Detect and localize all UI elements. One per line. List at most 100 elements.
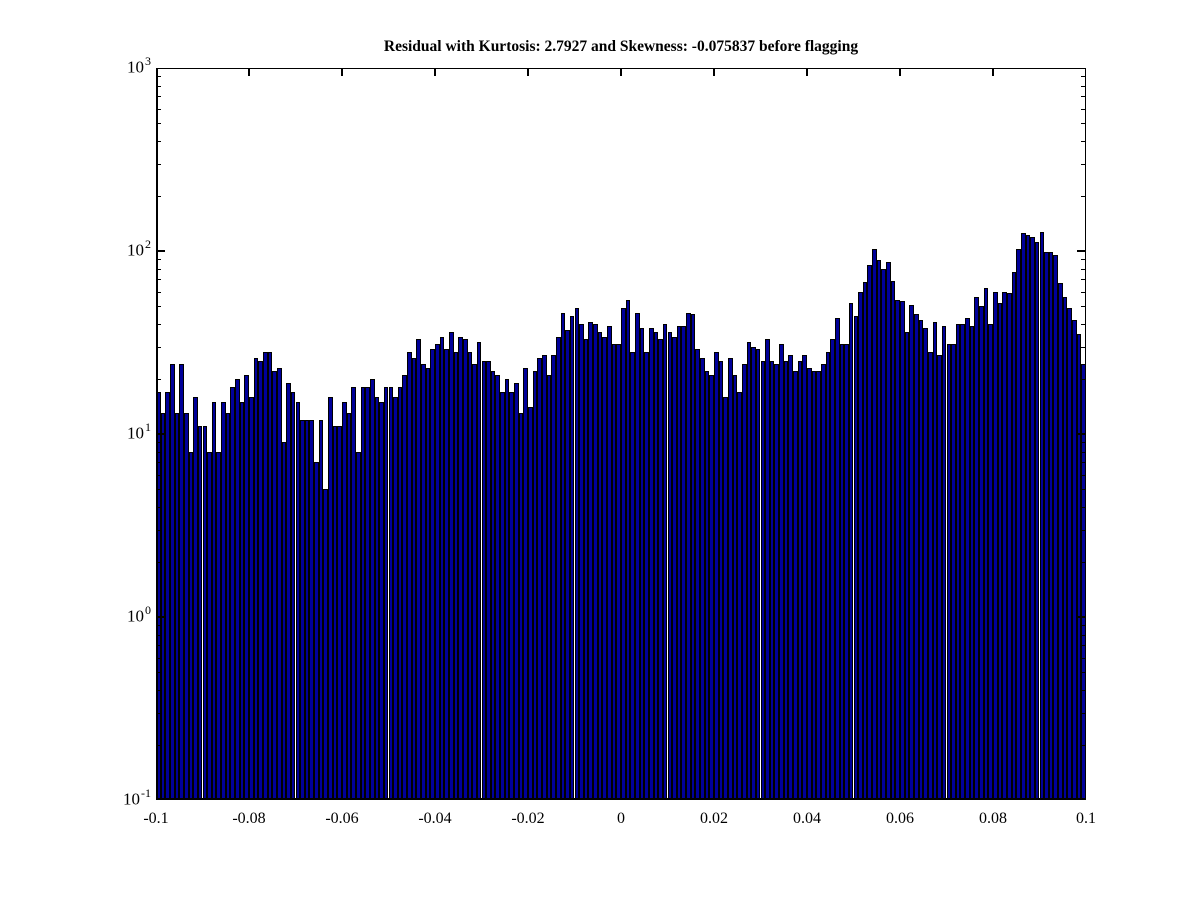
y-minor-tick <box>156 462 161 464</box>
histogram-bar <box>346 413 352 800</box>
histogram-bar <box>890 280 896 800</box>
histogram-bar <box>323 489 329 800</box>
x-top-tick <box>341 68 343 76</box>
histogram-bar <box>393 396 398 800</box>
y-label-exponent: 2 <box>145 237 151 251</box>
histogram-bar <box>532 371 538 800</box>
y-minor-tick <box>156 645 161 647</box>
histogram-bar <box>504 378 510 800</box>
histogram-bar <box>723 396 728 800</box>
y-major-tick <box>1077 616 1086 618</box>
histogram-bar <box>918 319 924 800</box>
histogram-bar <box>607 325 612 800</box>
histogram-bar <box>625 299 631 800</box>
y-minor-tick <box>1081 672 1086 674</box>
histogram-bar <box>1025 235 1031 800</box>
y-minor-tick <box>1081 625 1086 627</box>
histogram-bar <box>737 391 742 800</box>
histogram-bar <box>448 332 454 800</box>
y-axis-tick-label: 102 <box>95 237 151 261</box>
histogram-bar <box>523 367 528 800</box>
x-axis-tick-label: -0.1 <box>143 810 169 827</box>
histogram-bar <box>923 327 928 800</box>
histogram-bar <box>714 352 719 800</box>
y-minor-tick <box>156 489 161 491</box>
histogram-bars <box>156 68 1086 800</box>
histogram-bar <box>314 462 319 800</box>
histogram-bar <box>221 401 226 800</box>
histogram-bar <box>239 401 245 800</box>
histogram-bar <box>207 451 212 800</box>
x-axis-tick-label: -0.02 <box>511 810 545 827</box>
histogram-bar <box>500 391 505 800</box>
y-minor-tick <box>156 323 161 325</box>
x-axis-tick-label: 0 <box>617 810 625 827</box>
y-major-tick <box>156 433 165 435</box>
y-label-exponent: 1 <box>145 420 151 434</box>
y-minor-tick <box>1081 85 1086 87</box>
histogram-bar <box>769 361 775 800</box>
y-minor-tick <box>1081 259 1086 261</box>
y-minor-tick <box>156 506 161 508</box>
histogram-bar <box>667 332 673 800</box>
histogram-bar <box>453 352 459 800</box>
histogram-bar <box>751 346 756 800</box>
y-minor-tick <box>1081 346 1086 348</box>
histogram-bar <box>444 349 449 800</box>
histogram-bar <box>746 341 752 800</box>
histogram-bar <box>783 361 789 800</box>
histogram-bar <box>262 352 268 800</box>
histogram-bar <box>439 336 445 800</box>
histogram-bar <box>611 344 617 800</box>
histogram-bar <box>337 426 342 800</box>
x-axis-tick-label: 0.06 <box>886 810 914 827</box>
histogram-bar <box>807 367 812 800</box>
histogram-bar <box>644 352 649 800</box>
histogram-bar <box>355 451 361 800</box>
y-axis-tick-label: 10-1 <box>95 786 151 810</box>
histogram-bar <box>332 426 338 800</box>
histogram-bar <box>900 301 905 800</box>
y-minor-tick <box>1081 123 1086 125</box>
histogram-bar <box>788 355 794 800</box>
plot-area <box>156 68 1086 800</box>
y-minor-tick <box>156 195 161 197</box>
y-minor-tick <box>1081 378 1086 380</box>
histogram-bar <box>862 281 868 800</box>
histogram-bar <box>486 361 491 800</box>
histogram-bar <box>1053 255 1059 800</box>
y-label-base: 10 <box>123 789 140 809</box>
histogram-bar <box>951 344 956 800</box>
y-minor-tick <box>1081 442 1086 444</box>
histogram-bar <box>555 336 561 800</box>
y-minor-tick <box>156 108 161 110</box>
histogram-bar <box>774 364 780 800</box>
histogram-bar <box>165 391 170 800</box>
x-axis-tick-label: 0.04 <box>793 810 821 827</box>
y-minor-tick <box>1081 744 1086 746</box>
histogram-bar <box>495 375 501 800</box>
histogram-bar <box>848 302 854 800</box>
y-major-tick <box>1077 250 1086 252</box>
histogram-bar <box>1011 271 1017 800</box>
histogram-bar <box>1072 319 1077 800</box>
histogram-bar <box>249 396 254 800</box>
x-axis-tick-label: -0.08 <box>232 810 266 827</box>
histogram-bar <box>202 426 208 800</box>
histogram-bar <box>621 307 626 800</box>
histogram-bar <box>974 297 980 800</box>
histogram-bar <box>690 314 696 800</box>
y-minor-tick <box>1081 279 1086 281</box>
histogram-bar <box>286 383 291 800</box>
histogram-bar <box>476 341 482 800</box>
histogram-bar <box>597 332 603 800</box>
histogram-bar <box>481 361 487 800</box>
histogram-bar <box>695 349 701 800</box>
y-minor-tick <box>1081 489 1086 491</box>
histogram-bar <box>467 352 473 800</box>
y-label-base: 10 <box>127 240 144 260</box>
histogram-bar <box>965 318 970 800</box>
histogram-bar <box>760 361 766 800</box>
y-minor-tick <box>1081 689 1086 691</box>
